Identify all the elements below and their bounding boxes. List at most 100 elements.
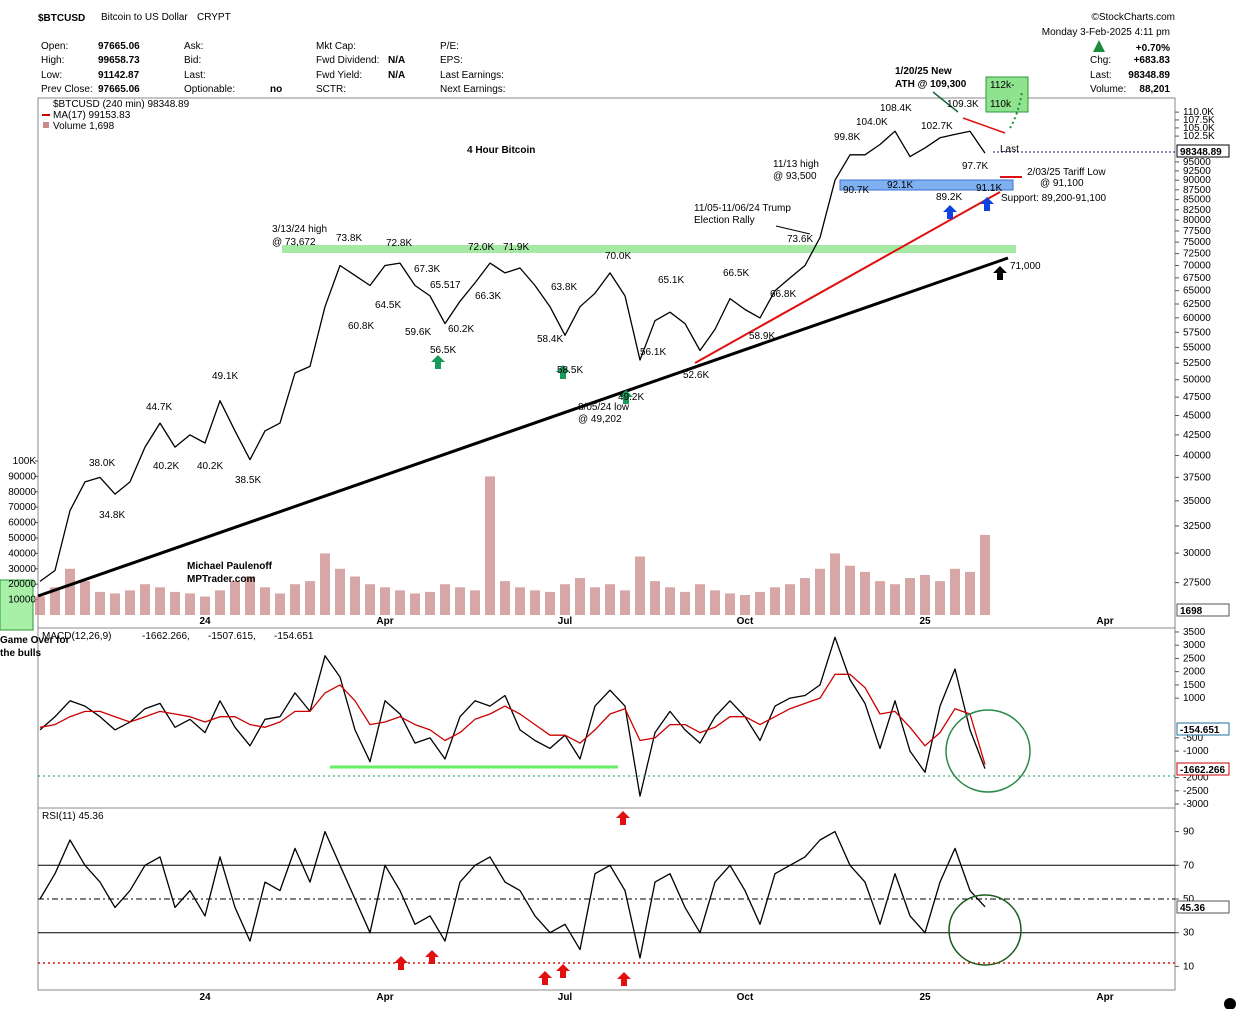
- info-value: +683.83: [1134, 55, 1171, 66]
- y-tick-label: 95000: [1183, 157, 1211, 168]
- info-label: Last Earnings:: [440, 70, 504, 81]
- peak-label: 65.517: [430, 280, 461, 291]
- peak-label: 60.2K: [448, 324, 474, 335]
- info-value: 88,201: [1139, 84, 1170, 95]
- trendline: [962, 117, 1006, 134]
- peak-label: 70.0K: [605, 251, 631, 262]
- peak-label: 56.1K: [640, 347, 666, 358]
- x-tick-label: Oct: [737, 992, 754, 1003]
- arrow: [425, 950, 439, 964]
- y-tick-label: 90: [1183, 827, 1195, 838]
- y-tick-label: 35000: [1183, 496, 1211, 507]
- volume-bar: [620, 590, 630, 615]
- volume-bar: [830, 553, 840, 615]
- annotation: Support: 89,200-91,100: [1001, 193, 1107, 204]
- volume-bar: [65, 568, 75, 615]
- volume-bar: [965, 571, 975, 615]
- y2-tick-label: 30000: [8, 564, 36, 575]
- volume-bar: [575, 578, 585, 615]
- date: Monday 3-Feb-2025 4:11 pm: [1042, 27, 1170, 38]
- y-tick-label: 80000: [1183, 215, 1211, 226]
- volume-bar: [230, 581, 240, 615]
- x-tick-label: 24: [199, 992, 211, 1003]
- volume-bar: [785, 584, 795, 615]
- peak-label: 65.1K: [658, 275, 684, 286]
- x-tick-label: 24: [199, 616, 211, 627]
- annotation: @ 73,672: [272, 237, 316, 248]
- info-label: Open:: [41, 41, 68, 52]
- peak-label: 72.0K: [468, 242, 494, 253]
- peak-label: 97.7K: [962, 161, 988, 172]
- y-tick-label: 105.0K: [1183, 123, 1215, 134]
- info-value: no: [270, 84, 282, 95]
- annotation: @ 91,100: [1040, 178, 1084, 189]
- last-value-box: [1176, 762, 1230, 776]
- volume-bar: [920, 574, 930, 615]
- y-tick-label: 52500: [1183, 358, 1211, 369]
- volume-bar: [335, 568, 345, 615]
- annotation: MPTrader.com: [187, 574, 255, 585]
- annotation: Last: [1000, 144, 1019, 155]
- y-tick-label: 92500: [1183, 166, 1211, 177]
- y-tick-label: -2000: [1183, 773, 1209, 784]
- volume-bar: [950, 568, 960, 615]
- peak-label: 89.2K: [936, 192, 962, 203]
- annotation: 112k-: [990, 80, 1014, 91]
- y-tick-label: 60000: [1183, 313, 1211, 324]
- panel-title: MACD(12,26,9): [42, 631, 111, 642]
- annotation: 2/03/25 Tariff Low: [1027, 167, 1106, 178]
- y2-tick-label: 100K: [13, 456, 37, 467]
- info-label: Ask:: [184, 41, 203, 52]
- pointer: [932, 91, 959, 113]
- annotation: 110k: [990, 99, 1012, 110]
- volume-bar: [245, 576, 255, 615]
- info-label: Low:: [41, 70, 62, 81]
- volume-bar: [410, 593, 420, 615]
- peak-label: 49.1K: [212, 371, 238, 382]
- volume-bar: [755, 591, 765, 615]
- annotation: Election Rally: [694, 215, 755, 226]
- peak-label: 90.7K: [843, 185, 869, 196]
- info-label: P/E:: [440, 41, 459, 52]
- volume-bar: [815, 568, 825, 615]
- y-tick-label: 55000: [1183, 342, 1211, 353]
- volume-bar: [350, 576, 360, 615]
- x-tick-label: Jul: [558, 992, 573, 1003]
- volume-bar: [50, 587, 60, 615]
- last-value-box: [1176, 722, 1230, 736]
- volume-bar: [170, 591, 180, 615]
- support-band: [839, 179, 1014, 191]
- x-tick-label: Jul: [558, 616, 573, 627]
- volume-bar: [725, 593, 735, 615]
- info-value: 98348.89: [1128, 70, 1170, 81]
- peak-label: 58.4K: [537, 334, 563, 345]
- y-tick-label: 77500: [1183, 226, 1211, 237]
- volume-bar: [95, 591, 105, 615]
- peak-label: 102.7K: [921, 121, 953, 132]
- arrow: [556, 964, 570, 978]
- volume-bar: [425, 591, 435, 615]
- volume-bar: [800, 578, 810, 615]
- y-tick-label: 40000: [1183, 450, 1211, 461]
- arrow: [619, 390, 633, 404]
- annotation: 8/05/24 low: [578, 402, 630, 413]
- annotation: 1/20/25 New: [895, 66, 952, 77]
- volume-bar: [665, 587, 675, 615]
- peak-label: 34.8K: [99, 510, 125, 521]
- peak-label: 52.6K: [683, 370, 709, 381]
- volume-bar: [125, 590, 135, 615]
- x-tick-label: 25: [919, 992, 931, 1003]
- volume-bar: [110, 593, 120, 615]
- arrow: [943, 205, 957, 219]
- x-tick-label: Apr: [1096, 992, 1113, 1003]
- arrow: [431, 355, 445, 369]
- x-tick-label: Apr: [376, 616, 393, 627]
- peak-label: 72.8K: [386, 238, 412, 249]
- symbol-name: Bitcoin to US Dollar: [101, 12, 188, 23]
- arrow: [980, 197, 994, 211]
- volume-bar: [35, 596, 45, 615]
- legend-entry: -154.651: [274, 631, 314, 642]
- y2-tick-label: 40000: [8, 548, 36, 559]
- volume-bar: [320, 553, 330, 615]
- annotation: 4 Hour Bitcoin: [467, 145, 535, 156]
